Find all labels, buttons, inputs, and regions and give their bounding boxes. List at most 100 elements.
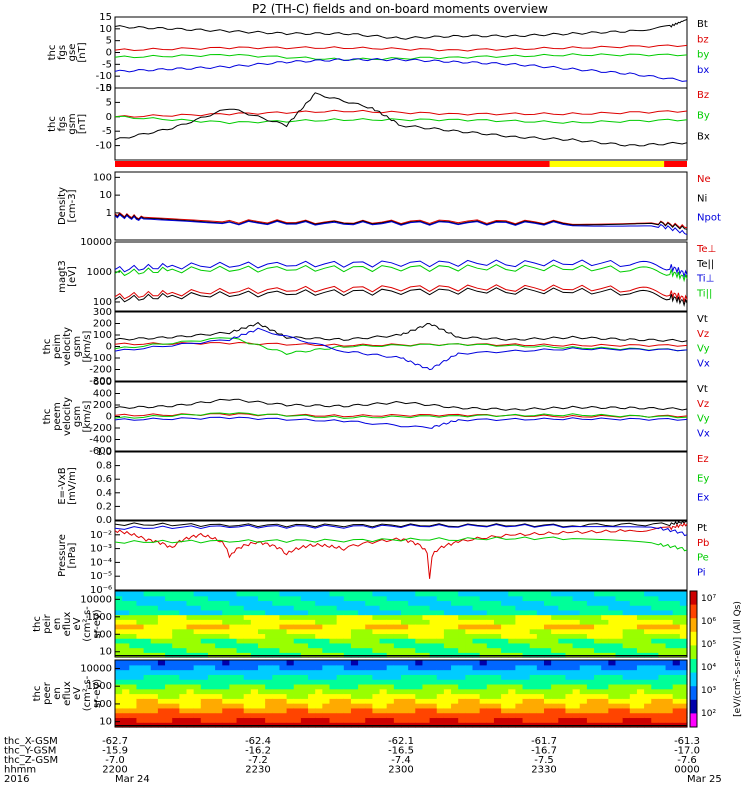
spectrum-cell (544, 619, 552, 625)
spectrum-cell (122, 614, 130, 620)
spectrum-cell (644, 605, 652, 611)
spectrum-cell (229, 722, 238, 728)
spectrum-cell (436, 619, 445, 625)
spectrum-cell (429, 688, 438, 695)
spectrum-cell (558, 633, 567, 639)
spectrum-cell (215, 717, 223, 723)
spectrum-cell (508, 614, 516, 620)
spectrum-cell (386, 647, 395, 653)
spectrum-cell (636, 638, 645, 644)
spectrum-cell (143, 609, 152, 616)
spectrum-cell (472, 698, 481, 704)
spectrum-cell (136, 693, 145, 699)
spectrum-cell (200, 619, 209, 625)
spectrum-cell (451, 647, 459, 653)
spectrum-cell (293, 717, 302, 723)
spectrum-cell (200, 707, 209, 714)
spectrum-cell (286, 688, 295, 695)
spectrum-cell (615, 674, 624, 680)
spectrum-cell (350, 698, 359, 704)
spectrum-cell (422, 664, 431, 671)
spectrum-cell (401, 633, 409, 639)
spectrum-cell (636, 595, 645, 602)
spectrum-cell (408, 652, 416, 658)
spectrum-cell (522, 679, 531, 685)
spectrum-cell (129, 722, 138, 728)
spectrum-cell (343, 628, 352, 635)
spectrum-cell (279, 652, 288, 658)
spectrum-cell (315, 642, 323, 649)
spectrum-cell (515, 703, 524, 709)
spectrum-cell (293, 683, 302, 690)
spectrum-cell (215, 722, 223, 728)
spectrum-cell (143, 669, 152, 675)
spectrum-cell (229, 703, 238, 709)
spectrum-cell (679, 605, 688, 611)
spectrum-cell (408, 614, 416, 620)
spectrum-cell (386, 664, 395, 671)
spectrum-cell (393, 633, 402, 639)
spectrum-cell (594, 683, 602, 690)
spectrum-cell (501, 660, 509, 666)
spectrum-cell (386, 693, 395, 699)
spectrum-cell (286, 614, 295, 620)
spectrum-cell (586, 628, 595, 635)
spectrum-cell (293, 688, 302, 695)
spectrum-cell (200, 660, 209, 666)
spectrum-cell (186, 679, 195, 685)
spectrum-cell (250, 688, 259, 695)
spectrum-cell (157, 722, 166, 728)
spectrum-cell (222, 698, 230, 704)
spectrum-cell (429, 591, 438, 597)
spectrum-cell (386, 628, 395, 635)
y-tick-label: 0.8 (96, 461, 112, 472)
spectrum-cell (558, 642, 567, 649)
spectrum-cell (386, 600, 395, 606)
spectrum-cell (300, 679, 309, 685)
spectrum-cell (479, 664, 488, 671)
spectrum-cell (608, 664, 617, 671)
spectrum-cell (393, 698, 402, 704)
spectrum-cell (479, 722, 488, 728)
spectrum-cell (222, 660, 230, 666)
spectrum-cell (386, 688, 395, 695)
spectrum-cell (558, 609, 567, 616)
spectrum-cell (229, 628, 238, 635)
spectrum-cell (415, 609, 424, 616)
spectrum-cell (222, 722, 230, 728)
spectrum-cell (558, 674, 567, 680)
spectrum-cell (172, 722, 180, 728)
spectrum-cell (379, 669, 388, 675)
spectrum-cell (422, 688, 431, 695)
spectrum-cell (586, 669, 595, 675)
panel-mode_bar (115, 161, 687, 167)
spectrum-cell (486, 595, 495, 602)
spectrum-cell (343, 605, 352, 611)
spectrum-cell (644, 633, 652, 639)
spectrum-cell (379, 703, 388, 709)
spectrum-cell (443, 633, 452, 639)
spectrum-cell (608, 674, 617, 680)
spectrum-cell (572, 674, 581, 680)
spectrum-cell (436, 698, 445, 704)
spectrum-cell (379, 717, 388, 723)
spectrum-cell (365, 638, 373, 644)
spectrum-cell (279, 642, 288, 649)
spectrum-cell (465, 679, 474, 685)
spectrum-cell (415, 717, 424, 723)
spectrum-cell (422, 628, 431, 635)
spectrum-cell (586, 609, 595, 616)
colorbar-tick: 10⁴ (701, 663, 716, 673)
spectrum-cell (472, 605, 481, 611)
spectrum-cell (236, 707, 245, 714)
spectrum-cell (250, 722, 259, 728)
spectrum-cell (293, 660, 302, 666)
spectrum-cell (465, 722, 474, 728)
spectrum-cell (486, 642, 495, 649)
spectrum-cell (443, 683, 452, 690)
spectrum-cell (143, 638, 152, 644)
spectrum-cell (622, 652, 631, 658)
spectrum-cell (300, 647, 309, 653)
spectrum-cell (250, 624, 259, 630)
spectrum-cell (272, 679, 281, 685)
